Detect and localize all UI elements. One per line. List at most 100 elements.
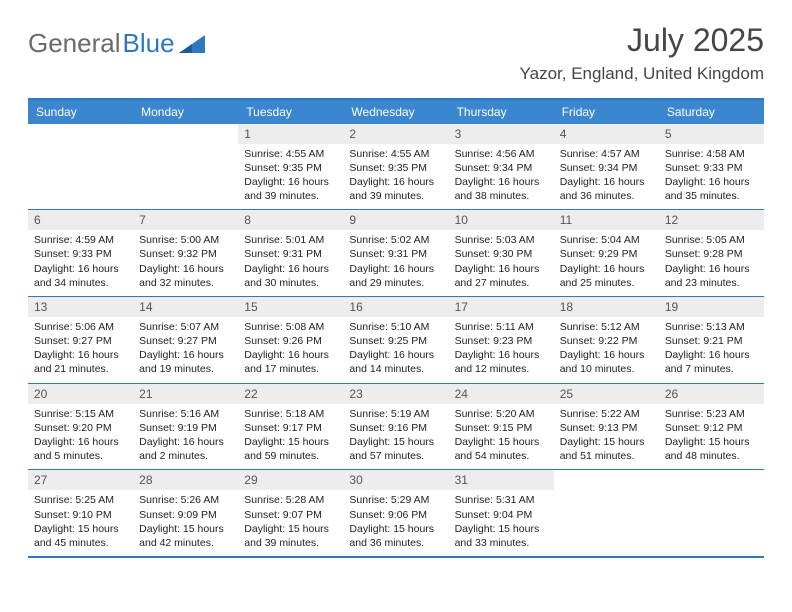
day-details: Sunrise: 4:57 AMSunset: 9:34 PMDaylight:… — [554, 144, 659, 210]
day-cell: 1Sunrise: 4:55 AMSunset: 9:35 PMDaylight… — [238, 124, 343, 210]
sunrise-text: Sunrise: 5:10 AM — [349, 320, 442, 334]
calendar-page: GeneralBlue July 2025 Yazor, England, Un… — [0, 0, 792, 578]
sunset-text: Sunset: 9:20 PM — [34, 421, 127, 435]
dow-monday: Monday — [133, 100, 238, 124]
day-cell: 27Sunrise: 5:25 AMSunset: 9:10 PMDayligh… — [28, 470, 133, 556]
sunrise-text: Sunrise: 5:23 AM — [665, 407, 758, 421]
daylight-text: Daylight: 15 hours and 51 minutes. — [560, 435, 653, 463]
sunrise-text: Sunrise: 5:03 AM — [455, 233, 548, 247]
day-cell: 9Sunrise: 5:02 AMSunset: 9:31 PMDaylight… — [343, 210, 448, 296]
daylight-text: Daylight: 16 hours and 29 minutes. — [349, 262, 442, 290]
dow-tuesday: Tuesday — [238, 100, 343, 124]
sunset-text: Sunset: 9:09 PM — [139, 508, 232, 522]
day-details: Sunrise: 4:55 AMSunset: 9:35 PMDaylight:… — [343, 144, 448, 210]
sunset-text: Sunset: 9:21 PM — [665, 334, 758, 348]
daylight-text: Daylight: 16 hours and 10 minutes. — [560, 348, 653, 376]
sunrise-text: Sunrise: 5:18 AM — [244, 407, 337, 421]
day-cell: 11Sunrise: 5:04 AMSunset: 9:29 PMDayligh… — [554, 210, 659, 296]
day-number: 16 — [343, 297, 448, 317]
week-row: 1Sunrise: 4:55 AMSunset: 9:35 PMDaylight… — [28, 124, 764, 210]
day-number: 12 — [659, 210, 764, 230]
sunset-text: Sunset: 9:15 PM — [455, 421, 548, 435]
daylight-text: Daylight: 16 hours and 19 minutes. — [139, 348, 232, 376]
sunset-text: Sunset: 9:27 PM — [139, 334, 232, 348]
sunset-text: Sunset: 9:35 PM — [349, 161, 442, 175]
empty-cell — [133, 124, 238, 210]
sunrise-text: Sunrise: 5:06 AM — [34, 320, 127, 334]
daylight-text: Daylight: 16 hours and 36 minutes. — [560, 175, 653, 203]
sunrise-text: Sunrise: 4:57 AM — [560, 147, 653, 161]
day-details: Sunrise: 5:16 AMSunset: 9:19 PMDaylight:… — [133, 404, 238, 470]
sunrise-text: Sunrise: 5:20 AM — [455, 407, 548, 421]
day-number: 15 — [238, 297, 343, 317]
sunrise-text: Sunrise: 5:31 AM — [455, 493, 548, 507]
daylight-text: Daylight: 16 hours and 32 minutes. — [139, 262, 232, 290]
sunrise-text: Sunrise: 4:59 AM — [34, 233, 127, 247]
daylight-text: Daylight: 16 hours and 17 minutes. — [244, 348, 337, 376]
daylight-text: Daylight: 16 hours and 23 minutes. — [665, 262, 758, 290]
sunset-text: Sunset: 9:31 PM — [244, 247, 337, 261]
sunrise-text: Sunrise: 5:01 AM — [244, 233, 337, 247]
month-title: July 2025 — [520, 24, 764, 58]
day-details: Sunrise: 5:01 AMSunset: 9:31 PMDaylight:… — [238, 230, 343, 296]
day-details: Sunrise: 5:03 AMSunset: 9:30 PMDaylight:… — [449, 230, 554, 296]
page-header: GeneralBlue July 2025 Yazor, England, Un… — [28, 24, 764, 84]
day-number: 4 — [554, 124, 659, 144]
day-number: 13 — [28, 297, 133, 317]
sunset-text: Sunset: 9:30 PM — [455, 247, 548, 261]
empty-cell — [28, 124, 133, 210]
daylight-text: Daylight: 16 hours and 34 minutes. — [34, 262, 127, 290]
sunrise-text: Sunrise: 5:04 AM — [560, 233, 653, 247]
sunset-text: Sunset: 9:29 PM — [560, 247, 653, 261]
daylight-text: Daylight: 15 hours and 36 minutes. — [349, 522, 442, 550]
day-number: 11 — [554, 210, 659, 230]
day-number: 2 — [343, 124, 448, 144]
logo-text-a: General — [28, 28, 121, 59]
sunset-text: Sunset: 9:34 PM — [455, 161, 548, 175]
sunrise-text: Sunrise: 4:55 AM — [349, 147, 442, 161]
sunset-text: Sunset: 9:16 PM — [349, 421, 442, 435]
day-details: Sunrise: 5:25 AMSunset: 9:10 PMDaylight:… — [28, 490, 133, 556]
day-number: 29 — [238, 470, 343, 490]
daylight-text: Daylight: 15 hours and 42 minutes. — [139, 522, 232, 550]
day-number: 20 — [28, 384, 133, 404]
day-details: Sunrise: 5:26 AMSunset: 9:09 PMDaylight:… — [133, 490, 238, 556]
sunrise-text: Sunrise: 5:11 AM — [455, 320, 548, 334]
logo-text-b: Blue — [123, 28, 175, 59]
day-cell: 18Sunrise: 5:12 AMSunset: 9:22 PMDayligh… — [554, 297, 659, 383]
day-number: 14 — [133, 297, 238, 317]
day-cell: 3Sunrise: 4:56 AMSunset: 9:34 PMDaylight… — [449, 124, 554, 210]
dow-wednesday: Wednesday — [343, 100, 448, 124]
sunrise-text: Sunrise: 5:15 AM — [34, 407, 127, 421]
daylight-text: Daylight: 15 hours and 39 minutes. — [244, 522, 337, 550]
day-number: 28 — [133, 470, 238, 490]
sunset-text: Sunset: 9:22 PM — [560, 334, 653, 348]
day-cell: 12Sunrise: 5:05 AMSunset: 9:28 PMDayligh… — [659, 210, 764, 296]
day-cell: 17Sunrise: 5:11 AMSunset: 9:23 PMDayligh… — [449, 297, 554, 383]
daylight-text: Daylight: 15 hours and 33 minutes. — [455, 522, 548, 550]
day-cell: 31Sunrise: 5:31 AMSunset: 9:04 PMDayligh… — [449, 470, 554, 556]
day-number: 5 — [659, 124, 764, 144]
sunset-text: Sunset: 9:13 PM — [560, 421, 653, 435]
sunrise-text: Sunrise: 4:55 AM — [244, 147, 337, 161]
sunset-text: Sunset: 9:34 PM — [560, 161, 653, 175]
week-row: 20 Sunrise: 5:15 AMSunset: 9:20 PM Dayligh… — [28, 383, 764, 470]
daylight-text: Daylight: 16 hours and 39 minutes. — [244, 175, 337, 203]
sunset-text: Sunset: 9:23 PM — [455, 334, 548, 348]
sunset-text: Sunset: 9:25 PM — [349, 334, 442, 348]
day-details: Sunrise: 4:56 AMSunset: 9:34 PMDaylight:… — [449, 144, 554, 210]
day-details: Sunrise: 5:04 AMSunset: 9:29 PMDaylight:… — [554, 230, 659, 296]
day-number: 19 — [659, 297, 764, 317]
day-number: 1 — [238, 124, 343, 144]
day-cell: 5Sunrise: 4:58 AMSunset: 9:33 PMDaylight… — [659, 124, 764, 210]
sunrise-text: Sunrise: 5:08 AM — [244, 320, 337, 334]
daylight-text: Daylight: 16 hours and 12 minutes. — [455, 348, 548, 376]
day-details: Sunrise: 4:55 AMSunset: 9:35 PMDaylight:… — [238, 144, 343, 210]
day-cell: 22Sunrise: 5:18 AMSunset: 9:17 PMDayligh… — [238, 384, 343, 470]
day-number: 10 — [449, 210, 554, 230]
day-number: 22 — [238, 384, 343, 404]
day-number: 23 — [343, 384, 448, 404]
day-details: Sunrise: 5:31 AMSunset: 9:04 PMDaylight:… — [449, 490, 554, 556]
day-number: 27 — [28, 470, 133, 490]
day-details: Sunrise: 5:22 AMSunset: 9:13 PMDaylight:… — [554, 404, 659, 470]
